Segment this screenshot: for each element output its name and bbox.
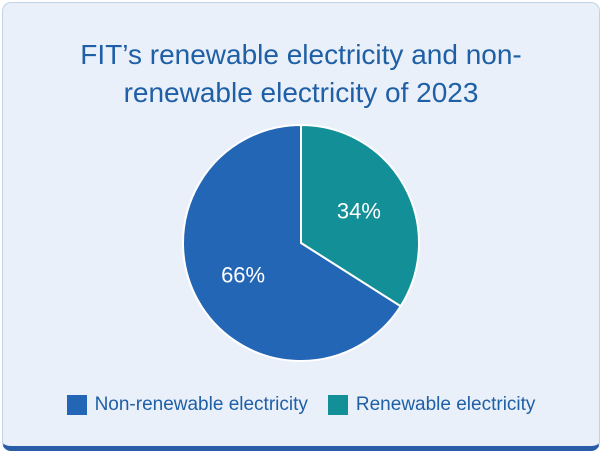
data-label-non-renewable-electricity: 66% (221, 262, 265, 287)
legend: Non-renewable electricity Renewable elec… (3, 394, 599, 416)
legend-swatch-renewable (327, 395, 348, 415)
legend-swatch-non-renewable (66, 395, 87, 415)
legend-item-non-renewable: Non-renewable electricity (66, 394, 308, 416)
chart-card: FIT’s renewable electricity and non-rene… (2, 2, 600, 451)
pie-slice-non-renewable-electricity (182, 123, 403, 362)
legend-label-renewable: Renewable electricity (355, 394, 536, 415)
legend-label-non-renewable: Non-renewable electricity (94, 394, 308, 415)
legend-item-renewable: Renewable electricity (327, 394, 536, 416)
chart-title: FIT’s renewable electricity and non-rene… (80, 39, 522, 108)
pie-chart: 34% 66% (182, 123, 420, 362)
data-label-renewable-electricity: 34% (337, 199, 381, 224)
